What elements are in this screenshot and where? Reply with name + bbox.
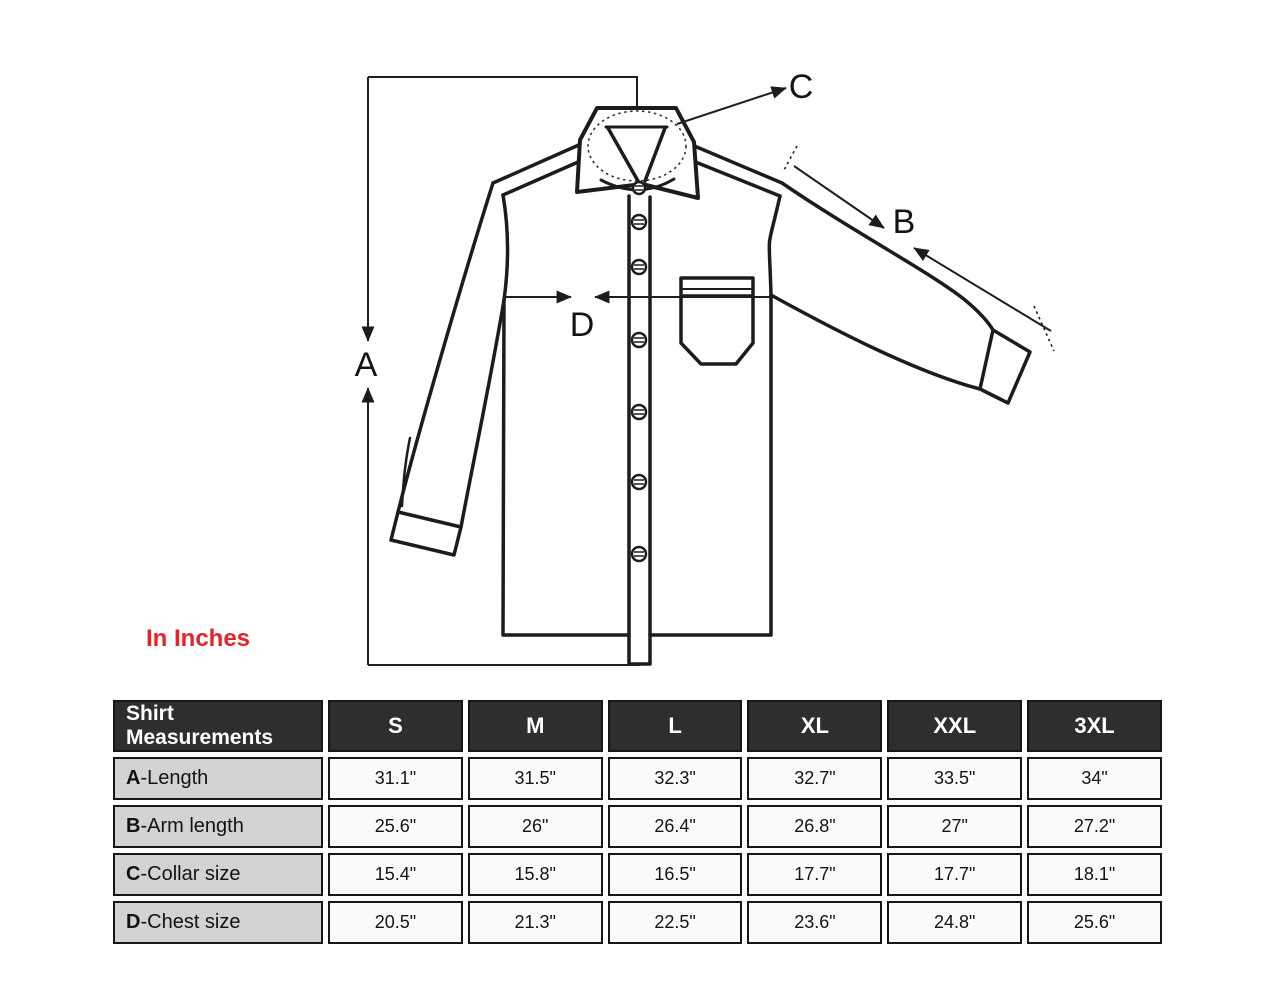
row-key: B <box>126 815 141 837</box>
value-collar-l: 16.5" <box>607 853 743 896</box>
value-chest-xl: 23.6" <box>747 901 883 944</box>
row-label-chest-size: D - Chest size <box>113 901 323 944</box>
label-a: A <box>355 346 378 384</box>
column-header-xxl: XXL <box>887 700 1023 752</box>
right-sleeve-top-edge <box>780 181 995 332</box>
value-collar-s: 15.4" <box>328 853 463 896</box>
pocket-body <box>679 295 755 366</box>
value-chest-xxl: 24.8" <box>887 901 1023 944</box>
row-label-arm-length: B - Arm length <box>113 805 323 848</box>
label-c: C <box>789 68 814 106</box>
value-collar-m: 15.8" <box>467 853 603 896</box>
row-label-collar-size: C - Collar size <box>113 853 323 896</box>
left-cuff <box>389 510 463 557</box>
left-armhole-seam <box>501 193 510 302</box>
right-armhole-seam <box>767 194 782 297</box>
value-chest-l: 22.5" <box>607 901 743 944</box>
row-separator: - <box>140 911 148 933</box>
shirt-outline <box>389 106 1032 666</box>
value-arm-s: 25.6" <box>328 805 463 848</box>
row-key: D <box>126 911 141 933</box>
left-sleeve-inner-edge <box>459 298 506 529</box>
value-collar-xl: 17.7" <box>747 853 883 896</box>
value-length-m: 31.5" <box>467 757 603 800</box>
value-collar-3xl: 18.1" <box>1027 853 1162 896</box>
measure-c-collar <box>676 86 787 125</box>
value-arm-l: 26.4" <box>607 805 743 848</box>
row-key: C <box>126 863 141 885</box>
left-sleeve <box>396 181 495 514</box>
measurements-table: Shirt Measurements S M L XL XXL 3XL A - … <box>113 700 1162 944</box>
right-yoke-seam <box>686 143 784 198</box>
column-header-m: M <box>467 700 603 752</box>
buttons <box>630 180 648 563</box>
measure-b-arm <box>783 145 1055 352</box>
value-chest-s: 20.5" <box>328 901 463 944</box>
unit-note: In Inches <box>146 625 250 652</box>
column-header-3xl: 3XL <box>1027 700 1162 752</box>
row-name: Chest size <box>147 911 241 933</box>
collar-v-opening <box>606 126 667 183</box>
value-chest-m: 21.3" <box>467 901 603 944</box>
collar-measure-ellipse <box>587 110 687 182</box>
value-length-s: 31.1" <box>328 757 463 800</box>
value-arm-3xl: 27.2" <box>1027 805 1162 848</box>
value-arm-m: 26" <box>467 805 603 848</box>
value-chest-3xl: 25.6" <box>1027 901 1162 944</box>
column-header-xl: XL <box>747 700 883 752</box>
column-header-l: L <box>607 700 743 752</box>
row-key: A <box>126 767 141 789</box>
value-length-l: 32.3" <box>607 757 743 800</box>
row-name: Arm length <box>147 815 244 837</box>
measure-a-length <box>361 76 640 666</box>
body-outline <box>501 293 773 637</box>
label-b: B <box>893 203 916 241</box>
value-length-3xl: 34" <box>1027 757 1162 800</box>
value-length-xl: 32.7" <box>747 757 883 800</box>
value-length-xxl: 33.5" <box>887 757 1023 800</box>
row-separator: - <box>140 767 148 789</box>
label-d: D <box>570 306 595 344</box>
column-header-measurements: Shirt Measurements <box>113 700 323 752</box>
right-cuff <box>978 328 1032 405</box>
row-separator: - <box>140 863 148 885</box>
left-yoke-seam <box>491 142 587 197</box>
right-sleeve-under-edge <box>769 293 982 391</box>
value-collar-xxl: 17.7" <box>887 853 1023 896</box>
collar <box>575 106 700 200</box>
row-separator: - <box>140 815 148 837</box>
left-sleeve-slit <box>400 436 412 508</box>
row-label-length: A - Length <box>113 757 323 800</box>
placket-buttons <box>630 213 648 563</box>
pocket-flap <box>679 276 755 298</box>
value-arm-xl: 26.8" <box>747 805 883 848</box>
collar-button <box>631 180 647 196</box>
column-header-s: S <box>328 700 463 752</box>
row-name: Length <box>147 767 209 789</box>
row-name: Collar size <box>147 863 241 885</box>
value-arm-xxl: 27" <box>887 805 1023 848</box>
